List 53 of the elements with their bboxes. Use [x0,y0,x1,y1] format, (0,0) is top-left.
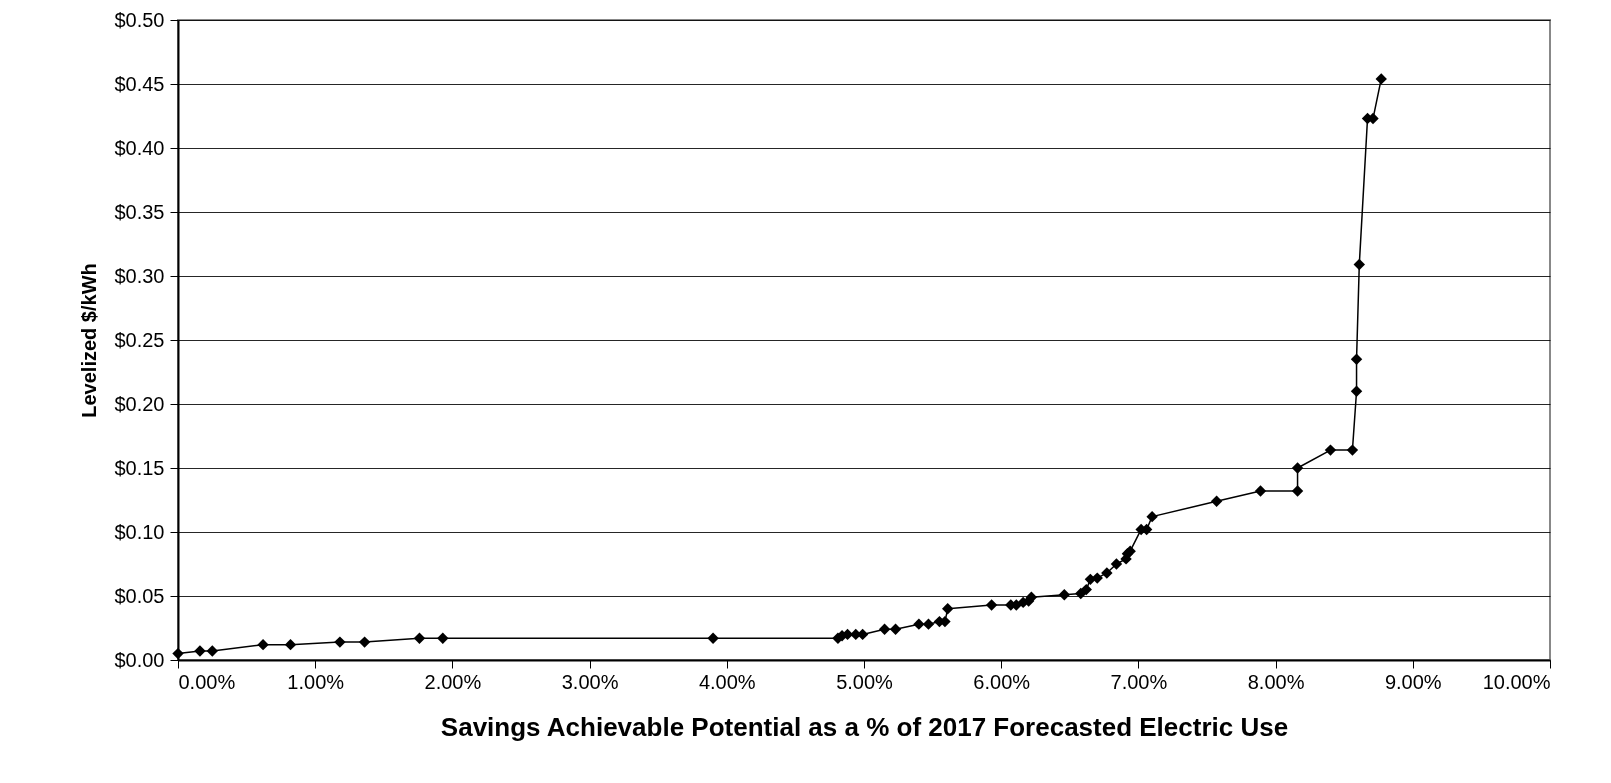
x-tick-label: 2.00% [424,670,482,693]
point [284,638,297,651]
y-tick-label: $0.35 [114,200,165,223]
y-axis-title: Levelized $/kWh [78,263,101,418]
point [257,638,269,651]
x-tick-label: 8.00% [1247,670,1305,693]
point [1101,567,1113,579]
point [1110,558,1123,570]
y-tick-label: $0.15 [114,456,165,479]
point [358,636,371,648]
point [1210,495,1223,507]
point [1375,73,1387,85]
point [1058,589,1071,601]
x-tick-label: 7.00% [1110,670,1168,693]
point [878,623,891,635]
point [206,645,218,657]
point [334,636,346,648]
x-tick-label: 4.00% [698,670,756,693]
y-tick-label: $0.20 [114,392,165,415]
point [413,632,426,644]
point [1146,510,1158,523]
y-tick-label: $0.30 [114,264,165,287]
point [194,645,206,657]
point [985,599,998,611]
point [889,623,902,635]
y-tick-label: $0.25 [114,328,165,351]
point [1291,462,1304,474]
x-tick-label: 6.00% [973,670,1031,693]
point [1350,385,1363,397]
y-tick-label: $0.45 [114,72,165,95]
x-tick-label: 10.00% [1482,670,1551,693]
point [1254,485,1267,497]
y-tick-label: $0.40 [114,136,165,159]
x-tick-label: 1.00% [287,670,345,693]
point [707,632,719,644]
point [1324,444,1337,456]
point [941,603,954,615]
y-tick-label: $0.00 [114,648,165,671]
y-tick-label: $0.05 [114,584,165,607]
point [1353,258,1365,271]
y-tick-label: $0.50 [114,8,165,31]
point [1350,353,1363,365]
point [1291,485,1304,497]
point [437,632,449,644]
point [1080,583,1092,596]
x-tick-label: 3.00% [561,670,619,693]
x-tick-label: 9.00% [1384,670,1442,693]
point [922,618,935,630]
point [1346,444,1359,456]
y-tick-label: $0.10 [114,520,165,543]
x-tick-label: 0.00% [178,670,236,693]
x-tick-label: 5.00% [836,670,894,693]
x-axis-title: Savings Achievable Potential as a % of 2017 Forecasted Electric Use [440,711,1289,742]
